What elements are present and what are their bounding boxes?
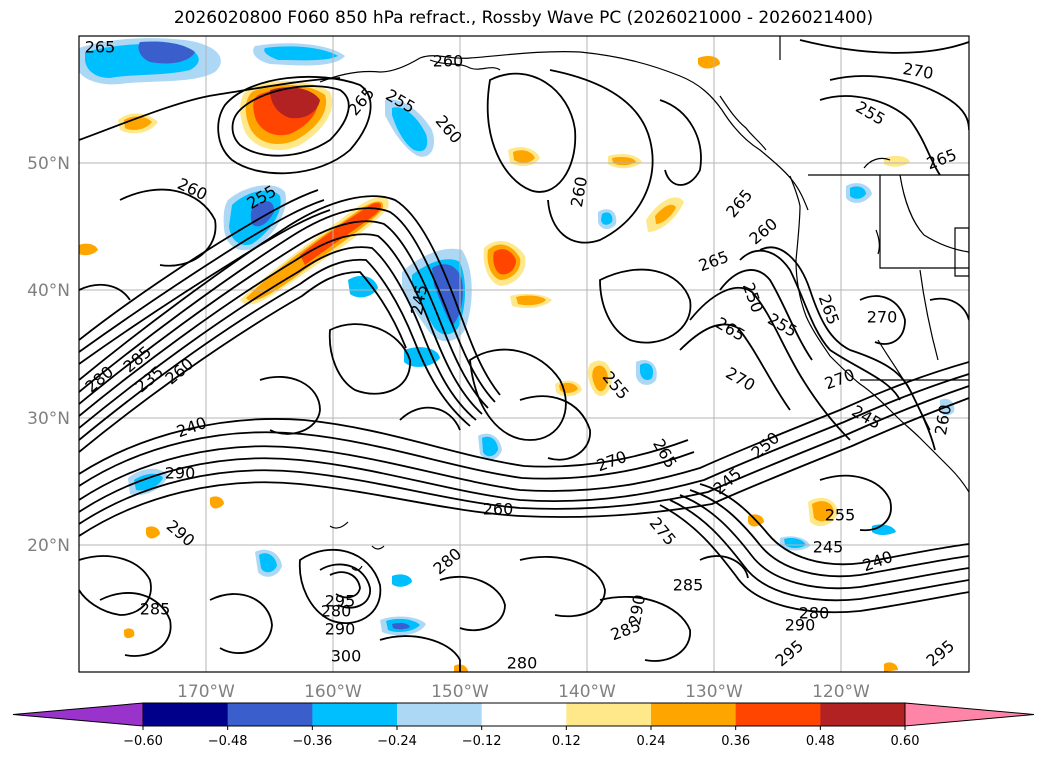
- colorbar-segment: [397, 703, 483, 726]
- lat-tick-label: 30°N: [27, 409, 70, 429]
- lon-tick-label: 130°W: [685, 682, 743, 702]
- contour-label: 245: [813, 538, 844, 557]
- colorbar-tick-label: −0.12: [462, 734, 502, 749]
- colorbar-tick-label: −0.24: [377, 734, 417, 749]
- colorbar-frame: [142, 702, 906, 727]
- contour-label: 265: [85, 38, 116, 57]
- contour-label: 300: [331, 647, 362, 666]
- shaded-anomalies: [79, 38, 955, 672]
- graticule: [79, 36, 969, 672]
- lon-tick-label: 120°W: [812, 682, 870, 702]
- lat-tick-label: 50°N: [27, 154, 70, 174]
- colorbar-segment: [481, 703, 567, 726]
- contour-label: 280: [799, 604, 830, 623]
- colorbar-segment: [566, 703, 652, 726]
- colorbar-tick-label: −0.36: [292, 734, 332, 749]
- latitude-ticks: 50°N 40°N 30°N 20°N: [27, 154, 70, 556]
- lon-tick-label: 140°W: [558, 682, 616, 702]
- colorbar-segment: [735, 703, 821, 726]
- colorbar-segment: [651, 703, 737, 726]
- contour-label: 285: [673, 576, 704, 595]
- contour-label: 280: [507, 654, 538, 673]
- colorbar-segment: [227, 703, 313, 726]
- colorbar-tick-label: 0.36: [721, 734, 750, 749]
- lon-tick-label: 160°W: [304, 682, 362, 702]
- map-title: 2026020800 F060 850 hPa refract., Rossby…: [173, 8, 874, 28]
- contour-label: 260: [483, 500, 514, 519]
- lat-tick-label: 40°N: [27, 281, 70, 301]
- contour-label: 255: [825, 506, 856, 525]
- colorbar-tick-label: −0.60: [123, 734, 163, 749]
- colorbar-extend-max: [904, 702, 1035, 727]
- contour-label: 290: [785, 616, 816, 635]
- contour-label: 285: [140, 600, 171, 619]
- contour-label: 280: [321, 602, 352, 621]
- colorbar-segment: [143, 703, 229, 726]
- colorbar-segment: [820, 703, 906, 726]
- colorbar-tick-label: 0.12: [552, 734, 581, 749]
- contour-label: 260: [433, 52, 464, 71]
- colorbar-tick-label: 0.24: [637, 734, 666, 749]
- colorbar: −0.60 −0.48 −0.36 −0.24 −0.12 0.12 0.24 0.36 0.4…: [12, 702, 1035, 749]
- lon-tick-label: 170°W: [177, 682, 235, 702]
- lat-tick-label: 20°N: [27, 536, 70, 556]
- colorbar-tick-label: −0.48: [208, 734, 248, 749]
- colorbar-segment: [312, 703, 398, 726]
- contour-label: 290: [325, 620, 356, 639]
- colorbar-extend-min: [12, 702, 144, 727]
- lon-tick-label: 150°W: [431, 682, 489, 702]
- colorbar-tick-label: 0.60: [891, 734, 920, 749]
- colorbar-tick-label: 0.48: [806, 734, 835, 749]
- contour-label: 290: [165, 464, 196, 483]
- contour-label: 270: [867, 308, 898, 327]
- longitude-ticks: 170°W 160°W 150°W 140°W 130°W 120°W: [177, 682, 870, 702]
- contour-label: 295: [325, 592, 356, 611]
- refractivity-contours: [79, 39, 969, 672]
- map-frame: [78, 35, 970, 673]
